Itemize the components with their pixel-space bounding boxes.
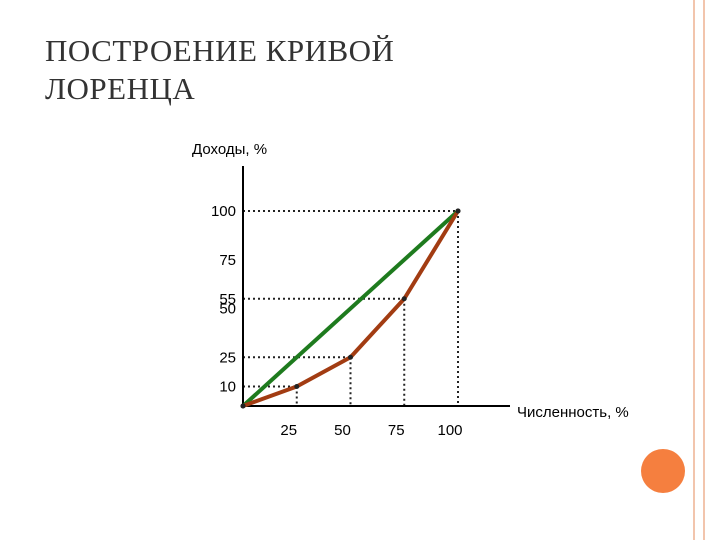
data-point <box>455 208 461 214</box>
x-axis-label: Численность, % <box>517 404 629 421</box>
slide-title-line-1: ПОСТРОЕНИЕ КРИВОЙ <box>45 33 395 68</box>
data-point <box>240 403 246 409</box>
series-line-1 <box>241 209 460 408</box>
guide-lines <box>243 210 459 406</box>
slide-title: ПОСТРОЕНИЕ КРИВОЙ ЛОРЕНЦА <box>45 32 394 108</box>
series-group <box>240 208 461 409</box>
y-tick-label: 100 <box>211 203 236 220</box>
x-tick-label: 75 <box>388 422 405 439</box>
y-tick-label: 75 <box>219 252 236 269</box>
data-point <box>401 296 407 302</box>
y-tick-label: 50 <box>219 301 236 318</box>
x-tick-label: 50 <box>334 422 351 439</box>
slide-frame-line-outer <box>693 0 695 540</box>
y-tick-label: 10 <box>219 379 236 396</box>
y-axis-label: Доходы, % <box>192 141 267 158</box>
y-tick-label: 55 <box>219 291 236 308</box>
x-tick-label: 25 <box>280 422 297 439</box>
data-point <box>348 354 353 360</box>
slide-frame-line-inner <box>703 0 705 540</box>
decorative-circle <box>641 449 685 493</box>
x-tick-label: 100 <box>437 422 462 439</box>
y-tick-label: 25 <box>219 349 236 366</box>
data-point <box>294 384 300 389</box>
slide-title-line-2: ЛОРЕНЦА <box>45 71 196 106</box>
